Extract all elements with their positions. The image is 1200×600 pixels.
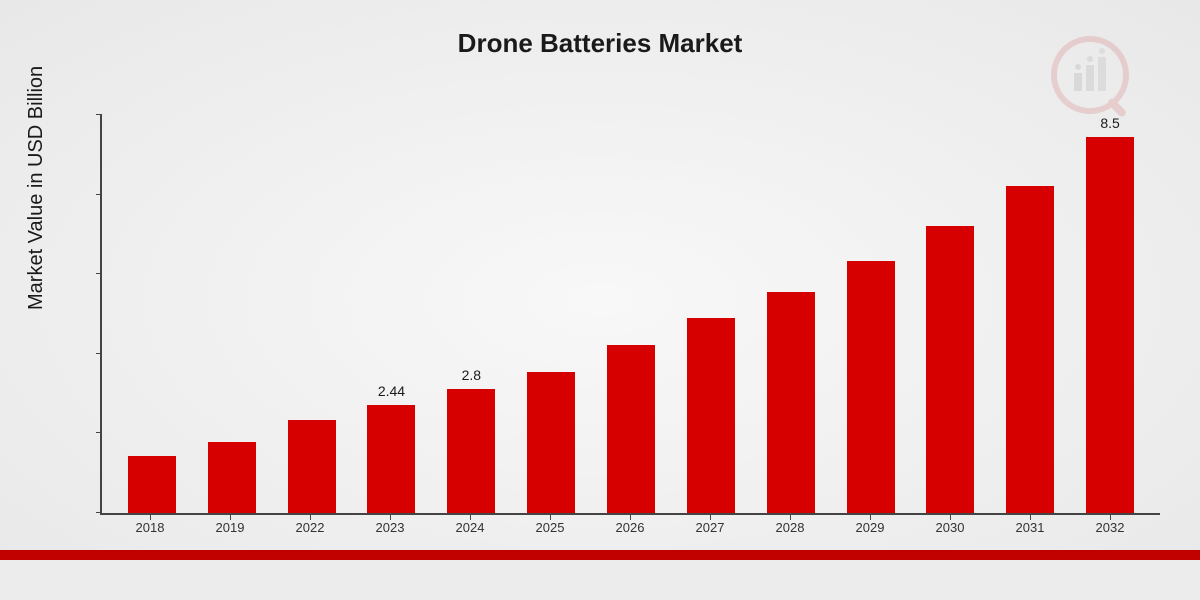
bar — [1006, 186, 1054, 513]
x-tick: 2024 — [430, 520, 510, 535]
bar — [447, 389, 495, 513]
x-tick: 2030 — [910, 520, 990, 535]
x-axis-labels: 2018201920222023202420252026202720282029… — [100, 520, 1160, 535]
bar-slot — [591, 115, 671, 513]
x-tick: 2022 — [270, 520, 350, 535]
bar — [607, 345, 655, 513]
bottom-divider — [0, 550, 1200, 560]
bar — [687, 318, 735, 513]
bar — [128, 456, 176, 513]
bar-value-label: 8.5 — [1100, 115, 1119, 131]
bar-slot: 2.44 — [352, 115, 432, 513]
bar — [208, 442, 256, 513]
bar — [1086, 137, 1134, 513]
x-tick: 2029 — [830, 520, 910, 535]
x-tick: 2027 — [670, 520, 750, 535]
x-tick: 2031 — [990, 520, 1070, 535]
bar-slot — [751, 115, 831, 513]
bar-slot — [112, 115, 192, 513]
y-axis-label: Market Value in USD Billion — [25, 66, 48, 310]
bar — [767, 292, 815, 513]
bar-slot: 2.8 — [431, 115, 511, 513]
x-tick: 2019 — [190, 520, 270, 535]
x-tick: 2028 — [750, 520, 830, 535]
x-tick: 2025 — [510, 520, 590, 535]
bar-value-label: 2.8 — [462, 367, 481, 383]
x-tick: 2023 — [350, 520, 430, 535]
bar-slot — [511, 115, 591, 513]
plot-region: 2.44 2.8 8.5 — [100, 115, 1160, 515]
bar — [847, 261, 895, 513]
x-tick: 2032 — [1070, 520, 1150, 535]
bar-slot: 8.5 — [1070, 115, 1150, 513]
bar — [288, 420, 336, 513]
footer-band — [0, 560, 1200, 600]
chart-area: 2.442.88.5 20182019202220232024202520262… — [100, 115, 1160, 515]
x-tick: 2026 — [590, 520, 670, 535]
bar-slot — [910, 115, 990, 513]
bar-slot — [990, 115, 1070, 513]
bar — [527, 372, 575, 514]
bar-slot — [192, 115, 272, 513]
bar — [926, 226, 974, 513]
x-tick: 2018 — [110, 520, 190, 535]
chart-title: Drone Batteries Market — [0, 0, 1200, 59]
bar-slot — [831, 115, 911, 513]
bar-slot — [272, 115, 352, 513]
bar — [367, 405, 415, 513]
bar-value-label: 2.44 — [378, 383, 405, 399]
bars-container: 2.44 2.8 8.5 — [102, 115, 1160, 513]
bar-slot — [671, 115, 751, 513]
